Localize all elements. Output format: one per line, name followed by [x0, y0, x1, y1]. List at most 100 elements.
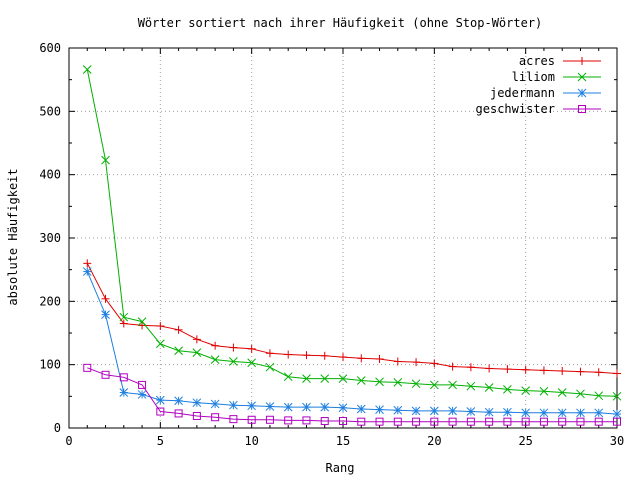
data-point-liliom — [302, 374, 311, 383]
marker-stroke — [448, 380, 457, 390]
data-point-acres — [101, 294, 110, 303]
marker-stroke — [283, 372, 293, 382]
data-point-jedermann — [557, 408, 567, 418]
marker-stroke — [466, 381, 476, 391]
marker-stroke — [137, 390, 147, 399]
marker-stroke — [155, 339, 165, 349]
marker-stroke — [356, 404, 366, 414]
data-point-geschwister — [613, 417, 621, 426]
data-point-acres — [156, 322, 165, 331]
data-point-acres — [174, 325, 183, 334]
marker-stroke — [192, 348, 202, 357]
data-point-acres — [302, 351, 311, 360]
data-point-geschwister — [466, 417, 475, 426]
data-point-jedermann — [174, 396, 183, 406]
data-point-jedermann — [302, 402, 311, 412]
data-point-jedermann — [210, 399, 220, 409]
marker-stroke — [375, 377, 384, 387]
data-point-geschwister — [594, 417, 603, 426]
data-point-liliom — [247, 358, 257, 368]
data-point-jedermann — [265, 402, 275, 411]
data-point-acres — [539, 366, 548, 375]
data-point-acres — [284, 350, 293, 359]
data-point-jedermann — [411, 406, 421, 416]
data-point-liliom — [137, 317, 147, 326]
data-point-liliom — [356, 376, 366, 385]
series-line-acres — [86, 263, 618, 374]
series-line-geschwister — [87, 367, 617, 423]
data-point-acres — [485, 364, 494, 373]
legend-marker-liliom — [577, 72, 587, 82]
legend-label-acres: acres — [519, 54, 555, 68]
data-point-geschwister — [503, 417, 512, 426]
data-point-jedermann — [576, 408, 585, 418]
data-point-acres — [320, 351, 329, 360]
data-point-jedermann — [229, 400, 238, 410]
marker-stroke — [503, 407, 512, 417]
series-line-liliom — [86, 69, 618, 397]
y-axis-label: absolute Häufigkeit — [6, 168, 20, 305]
y-tick-label: 600 — [39, 41, 61, 55]
x-tick-label: 0 — [65, 434, 72, 448]
data-point-geschwister — [83, 363, 92, 372]
y-tick-label: 100 — [39, 358, 61, 372]
marker-stroke — [174, 396, 183, 406]
x-tick-label: 20 — [427, 434, 441, 448]
data-point-geschwister — [320, 417, 329, 426]
data-point-jedermann — [192, 398, 202, 408]
data-point-jedermann — [429, 406, 439, 416]
data-point-liliom — [155, 339, 165, 349]
data-point-jedermann — [539, 408, 549, 418]
data-point-acres — [375, 354, 384, 363]
data-point-liliom — [484, 383, 494, 392]
marker-stroke — [247, 401, 257, 411]
series-jedermann — [82, 267, 622, 419]
data-point-liliom — [119, 312, 129, 322]
data-point-geschwister — [284, 416, 293, 425]
marker-stroke — [539, 408, 549, 418]
data-point-acres — [339, 353, 347, 362]
data-point-acres — [466, 363, 475, 372]
marker-stroke — [229, 400, 238, 410]
data-point-geschwister — [448, 417, 457, 426]
legend-label-jedermann: jedermann — [490, 86, 555, 100]
series-acres — [83, 259, 621, 378]
marker-stroke — [393, 405, 403, 415]
marker-stroke — [577, 88, 587, 98]
legend-label-liliom: liliom — [512, 70, 555, 84]
marker-stroke — [210, 399, 220, 409]
data-point-geschwister — [119, 373, 128, 382]
marker-stroke — [612, 409, 622, 419]
data-point-geschwister — [192, 411, 201, 420]
legend-marker-acres — [578, 57, 586, 65]
marker-stroke — [576, 389, 585, 399]
data-point-liliom — [192, 348, 202, 357]
marker-stroke — [429, 406, 439, 416]
marker-stroke — [338, 403, 348, 413]
data-point-liliom — [557, 388, 567, 397]
data-point-liliom — [174, 346, 183, 356]
data-point-jedermann — [503, 407, 512, 417]
data-point-geschwister — [430, 417, 439, 426]
marker-stroke — [82, 267, 92, 276]
data-point-jedermann — [137, 390, 147, 399]
data-point-geschwister — [229, 415, 238, 424]
data-point-acres — [247, 344, 256, 353]
data-point-liliom — [265, 362, 275, 372]
marker-stroke — [302, 374, 311, 383]
x-tick-label: 10 — [244, 434, 258, 448]
series-liliom — [82, 65, 622, 401]
marker-stroke — [594, 391, 604, 401]
marker-stroke — [338, 374, 348, 383]
data-point-jedermann — [466, 407, 476, 416]
data-point-jedermann — [320, 402, 330, 412]
marker-stroke — [137, 317, 147, 326]
series-geschwister — [83, 363, 621, 426]
data-point-liliom — [320, 374, 330, 383]
data-point-liliom — [429, 380, 439, 390]
data-point-liliom — [283, 372, 293, 382]
marker-stroke — [247, 358, 257, 368]
marker-stroke — [557, 388, 567, 397]
data-point-acres — [503, 365, 512, 374]
